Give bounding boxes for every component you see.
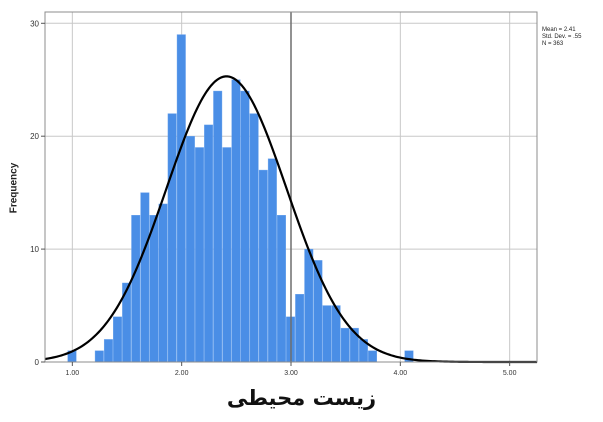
y-axis-label: Frequency	[8, 162, 20, 214]
histogram-bar	[322, 305, 332, 363]
histogram-bar	[185, 135, 195, 363]
histogram-bar	[313, 260, 323, 363]
histogram-bar	[158, 203, 168, 363]
x-tick-label: 1.00	[66, 370, 80, 377]
x-tick-label: 3.00	[284, 370, 298, 377]
histogram-bar	[231, 79, 241, 363]
y-tick-label: 20	[30, 132, 39, 141]
histogram-bar	[131, 215, 141, 363]
stats-legend: Mean = 2.41 Std. Dev. = .55 N = 363	[542, 27, 581, 48]
x-tick-label: 5.00	[503, 370, 517, 377]
histogram-bar	[277, 215, 286, 363]
histogram-bar	[113, 316, 122, 363]
histogram-bar	[240, 90, 250, 363]
histogram-bar	[368, 350, 377, 363]
histogram-bar	[167, 113, 177, 363]
x-tick-label: 4.00	[394, 370, 408, 377]
histogram-bar	[222, 147, 232, 363]
x-axis-label: زیست محیطی	[226, 386, 377, 410]
histogram-bar	[195, 147, 204, 363]
stats-n: N = 363	[542, 41, 564, 47]
histogram-bar	[149, 215, 159, 363]
y-tick-label: 0	[35, 358, 40, 367]
histogram-bar	[304, 248, 314, 363]
x-tick-label: 2.00	[175, 370, 189, 377]
histogram-bar	[258, 169, 268, 363]
histogram-bar	[213, 90, 223, 363]
histogram-bar	[249, 113, 259, 363]
histogram-bar	[267, 158, 277, 363]
stats-std-dev: Std. Dev. = .55	[542, 34, 582, 40]
histogram-bar	[295, 294, 305, 363]
y-tick-label: 30	[30, 19, 39, 28]
histogram-bar	[140, 192, 150, 363]
histogram-bar	[204, 124, 214, 363]
histogram-bar	[103, 339, 113, 363]
y-tick-label: 10	[30, 245, 39, 254]
histogram-bar	[94, 350, 104, 363]
stats-mean: Mean = 2.41	[542, 27, 576, 33]
histogram-bar	[176, 34, 186, 363]
histogram-bar	[340, 327, 350, 363]
